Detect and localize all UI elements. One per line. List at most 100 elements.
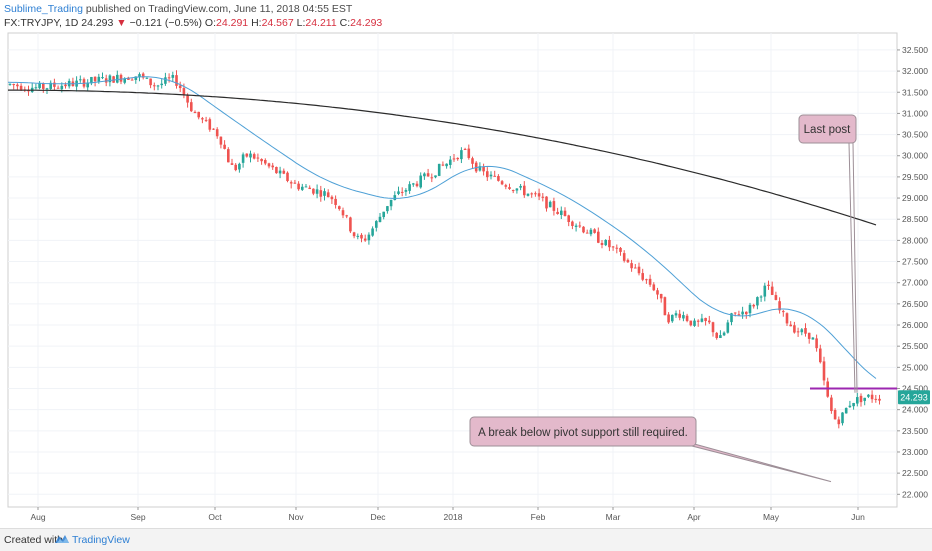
candle-body: [8, 83, 12, 85]
candle-body: [571, 221, 574, 226]
candle-body: [785, 313, 789, 324]
candle-body: [530, 193, 533, 195]
x-tick-label: Dec: [370, 512, 386, 522]
candle-body: [134, 76, 138, 80]
candle-body: [197, 111, 200, 118]
time-axis[interactable]: Aug Sep Oct Nov Dec 2018 Feb Mar Apr May Jun: [30, 507, 865, 522]
price-chart[interactable]: Last post A break below pivot support st…: [0, 0, 932, 528]
candle-body: [671, 314, 674, 322]
candle-body: [104, 78, 108, 83]
grid: [8, 33, 897, 507]
candle-body: [689, 320, 693, 326]
candle-body: [486, 171, 489, 178]
candle-body: [227, 149, 230, 163]
callout-last-post-text: Last post: [804, 124, 851, 136]
x-tick-label: Feb: [531, 512, 546, 522]
candle-body: [682, 315, 685, 319]
candle-body: [804, 328, 807, 334]
candle-body: [49, 82, 52, 89]
candle-body: [452, 158, 456, 160]
candle-body: [334, 198, 337, 205]
callout-break-below[interactable]: A break below pivot support still requir…: [469, 416, 832, 483]
candle-body: [737, 314, 741, 316]
candle-body: [645, 279, 648, 281]
candle-body: [130, 79, 134, 81]
candle-body: [800, 329, 804, 333]
candle-body: [630, 263, 633, 269]
candle-body: [726, 322, 730, 333]
open-value: 24.291: [216, 17, 249, 29]
price-axis[interactable]: 22.000 22.500 23.000 23.500 24.000 24.500 25.0…: [897, 45, 928, 499]
y-tick-label: 27.500: [902, 257, 928, 267]
callout-last-post[interactable]: Last post: [798, 114, 858, 393]
candle-body: [249, 153, 252, 158]
candle-body: [308, 187, 311, 190]
candle-body: [796, 331, 800, 333]
candle-body: [822, 361, 826, 381]
candle-body: [282, 170, 286, 174]
open-label: O:: [204, 17, 217, 29]
y-tick-label: 31.500: [902, 87, 928, 97]
candle-body: [201, 118, 204, 120]
candle-body: [582, 226, 585, 233]
y-tick-label: 27.000: [902, 278, 928, 288]
candle-body: [430, 177, 434, 179]
candle-body: [449, 159, 452, 165]
candle-body: [16, 84, 19, 87]
candle-body: [767, 284, 770, 286]
candle-body: [256, 157, 260, 159]
candle-body: [560, 210, 563, 215]
candle-body: [497, 176, 500, 181]
candle-body: [34, 87, 38, 89]
candle-body: [93, 76, 97, 82]
candle-body: [389, 199, 393, 207]
candle-body: [715, 332, 718, 339]
candle-body: [445, 163, 448, 167]
candle-body: [223, 144, 226, 149]
candle-body: [338, 206, 341, 210]
candle-body: [119, 74, 123, 82]
y-tick-label: 25.000: [902, 362, 928, 372]
candle-body: [312, 188, 315, 194]
candle-body: [504, 185, 508, 187]
candle-body: [245, 153, 249, 157]
candle-body: [252, 154, 256, 159]
price-tag: [898, 390, 930, 405]
candle-body: [219, 136, 223, 145]
x-tick-label: Mar: [606, 512, 621, 522]
high-value: 24.567: [261, 17, 294, 29]
y-tick-label: 24.000: [902, 405, 928, 415]
candle-body: [556, 211, 559, 215]
candle-body: [722, 332, 726, 336]
tradingview-logo-icon[interactable]: [54, 533, 70, 545]
tradingview-brand[interactable]: TradingView: [72, 534, 130, 546]
candle-body: [112, 76, 115, 83]
candle-body: [748, 304, 752, 314]
candle-body: [42, 83, 45, 89]
candle-body: [778, 301, 781, 311]
candle-body: [138, 74, 141, 77]
candle-body: [763, 285, 767, 297]
y-tick-label: 32.500: [902, 45, 928, 55]
candle-body: [97, 76, 101, 82]
candle-body: [60, 85, 64, 90]
candle-body: [508, 187, 511, 189]
candle-body: [356, 235, 360, 237]
candle-body: [127, 77, 130, 80]
candle-body: [859, 395, 863, 403]
candle-body: [622, 253, 626, 261]
candle-body: [863, 397, 866, 401]
candle-body: [64, 84, 67, 87]
candle-body: [500, 181, 504, 185]
candle-body: [833, 410, 837, 420]
candle-body: [541, 196, 545, 198]
candle-body: [349, 217, 352, 232]
candle-body: [589, 229, 593, 235]
candle-body: [293, 182, 297, 184]
x-tick-label: Sep: [130, 512, 145, 522]
candle-body: [278, 170, 282, 174]
candle-body: [759, 296, 763, 298]
author-link[interactable]: Sublime_Trading: [4, 3, 83, 15]
candle-body: [674, 313, 678, 316]
candle-body: [171, 74, 175, 78]
